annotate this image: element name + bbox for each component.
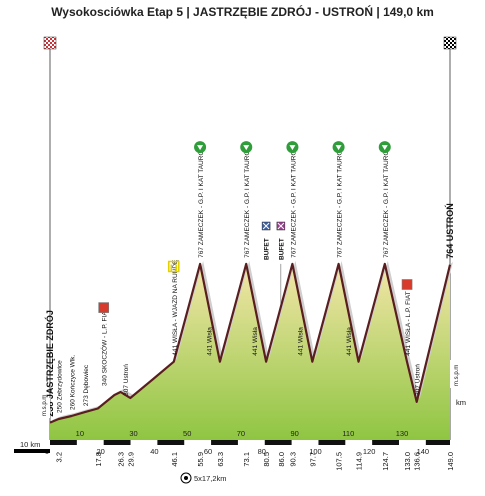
- x-tick-label: 100: [309, 447, 322, 456]
- svg-text:m.s.p.m: m.s.p.m: [454, 365, 460, 386]
- start-flag-icon: [43, 36, 57, 50]
- km-mark-label: 133.0: [403, 452, 412, 471]
- km-mark-label: 29.9: [126, 452, 135, 467]
- place-label: 767 ZAMECZEK - G.P. I KAT TAURON: [337, 146, 344, 258]
- circuit-entry-icon: [167, 260, 180, 273]
- msnpm-label-right: m.s.p.m: [450, 360, 462, 388]
- msnpm-label-left: m.s.p.m: [38, 395, 50, 418]
- place-label: 767 ZAMECZEK - G.P. I KAT TAURON: [198, 146, 205, 258]
- place-label: 767 ZAMECZEK - G.P. I KAT TAURON: [383, 146, 390, 258]
- svg-text:m.s.p.m: m.s.p.m: [42, 395, 48, 416]
- km-mark-label: 73.1: [242, 452, 251, 467]
- place-label: 764 USTROŃ: [445, 203, 455, 259]
- x-axis-segment: [184, 440, 212, 445]
- place-label: 767 ZAMECZEK - G.P. I KAT TAURON: [244, 146, 251, 258]
- feed-zone-cross: [262, 222, 270, 230]
- km-mark-label: 3.2: [55, 452, 64, 462]
- place-label: 767 ZAMECZEK - G.P. I KAT TAURON: [290, 146, 297, 258]
- place-label: 441 Wisła: [346, 327, 353, 356]
- x-tick-label: 70: [237, 429, 245, 438]
- x-axis-segment: [291, 440, 319, 445]
- km-mark-label: 63.3: [216, 452, 225, 467]
- profile-line: [49, 262, 452, 424]
- place-label: 250 Zebrzydowice: [57, 360, 64, 413]
- place-label: 441 Wisła: [298, 327, 305, 356]
- page-title: Wysokosciówka Etap 5 | JASTRZĘBIE ZDRÓJ …: [51, 5, 434, 19]
- feed-zone-cross: [277, 222, 285, 230]
- place-label: 441 Wisła: [252, 327, 259, 356]
- circuit-label: 5x17,2km: [194, 474, 227, 483]
- place-label: 307 Ustroń: [123, 364, 130, 396]
- x-tick-label: 120: [363, 447, 376, 456]
- finish-flag-icon: [443, 36, 457, 50]
- km-mark-label: 107.5: [335, 452, 344, 471]
- x-tick-label: 20: [97, 447, 105, 456]
- km-mark-label: 80.5: [262, 452, 271, 467]
- place-label: 260 Kończyce Wlk.: [70, 355, 77, 410]
- km-mark-label: 86.0: [277, 452, 286, 467]
- x-tick-label: 140: [417, 447, 430, 456]
- km-mark-label: 26.3: [117, 452, 126, 467]
- feed-zone-label: BUFET: [278, 238, 285, 260]
- km-mark-label: 149.0: [446, 452, 455, 471]
- km-mark-label: 97.7: [308, 452, 317, 467]
- mountain-prize-arrow: [289, 145, 296, 151]
- mountain-prize-arrow: [381, 145, 388, 151]
- km-mark-label: 114.9: [355, 452, 364, 470]
- km-mark-label: 55.9: [196, 452, 205, 467]
- place-label: 340 SKOCZÓW - L.P. FIAT: [100, 308, 109, 386]
- mountain-prize-arrow: [335, 145, 342, 151]
- x-axis-segment: [76, 440, 104, 445]
- km-mark-label: 17.8: [94, 452, 103, 467]
- sprint-icon: [401, 279, 413, 290]
- mountain-prize-arrow: [197, 145, 204, 151]
- km-unit-label: km: [456, 398, 466, 407]
- x-tick-label: 10: [76, 429, 84, 438]
- km-mark-label: 136.6: [413, 452, 422, 471]
- km-mark-label: 46.1: [170, 452, 179, 467]
- km-mark-label: 124.7: [381, 452, 390, 471]
- feed-zone-label: BUFET: [264, 238, 271, 260]
- profile-area: [50, 263, 450, 440]
- x-tick-label: 60: [204, 447, 212, 456]
- place-label: 441 WISŁA - L.P. FIAT: [405, 291, 412, 355]
- x-tick-label: 40: [150, 447, 158, 456]
- x-axis-segment: [237, 440, 265, 445]
- x-axis-segment: [398, 440, 426, 445]
- km-mark-label: 90.3: [288, 452, 297, 467]
- x-tick-label: 130: [396, 429, 409, 438]
- x-tick-label: 50: [183, 429, 191, 438]
- place-label: 273 Dębowiec: [83, 364, 90, 406]
- x-tick-label: 90: [290, 429, 298, 438]
- x-axis-segment: [345, 440, 373, 445]
- place-label: 307 Ustroń: [415, 364, 422, 396]
- x-tick-label: 80: [258, 447, 266, 456]
- scale-bar: 10 km: [14, 440, 50, 453]
- sprint-icon: [98, 302, 109, 313]
- circuit-note: 5x17,2km: [180, 472, 227, 484]
- x-tick-label: 110: [342, 429, 354, 438]
- scale-bar-label: 10 km: [20, 440, 40, 449]
- x-tick-label: 30: [129, 429, 137, 438]
- mountain-prize-arrow: [243, 145, 250, 151]
- place-label: 441 WISŁA - WJAZD NA RUNDĘ: [172, 259, 179, 356]
- place-label: 441 Wisła: [206, 327, 213, 356]
- x-axis-segment: [130, 440, 158, 445]
- place-label: 238 JASTRZĘBIE ZDRÓJ: [44, 310, 55, 417]
